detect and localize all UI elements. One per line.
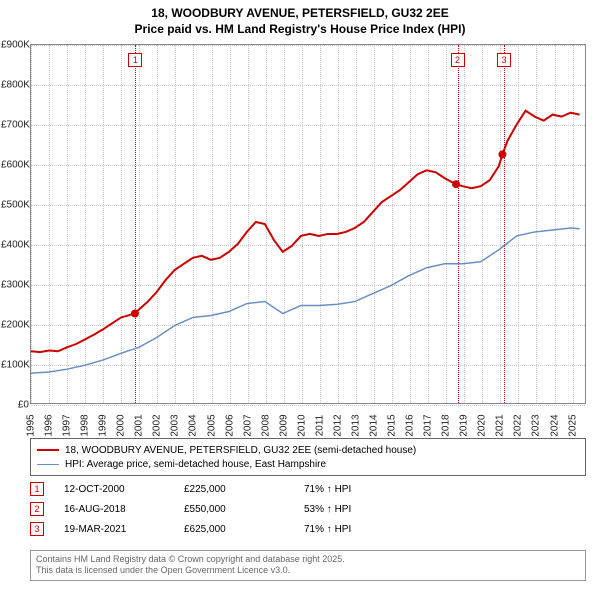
event-row: 2 16-AUG-2018£550,00053% ↑ HPI <box>30 500 586 518</box>
event-date: 12-OCT-2000 <box>64 484 184 495</box>
sale-point-marker <box>498 150 506 158</box>
event-price: £625,000 <box>184 524 304 535</box>
event-date: 16-AUG-2018 <box>64 504 184 515</box>
event-price: £225,000 <box>184 484 304 495</box>
event-hpi-delta: 71% ↑ HPI <box>304 484 586 495</box>
event-row-marker: 1 <box>30 482 44 496</box>
x-axis-tick-label: 2005 <box>206 414 217 438</box>
x-axis-tick-label: 2000 <box>116 414 127 438</box>
x-axis-tick-label: 2015 <box>387 414 398 438</box>
event-hpi-delta: 71% ↑ HPI <box>304 524 586 535</box>
x-axis-tick-label: 2017 <box>423 414 434 438</box>
legend-swatch <box>37 449 59 451</box>
x-axis-tick-label: 1997 <box>62 414 73 438</box>
y-axis-tick-label: £500K <box>1 200 29 211</box>
y-axis-tick-label: £400K <box>1 240 29 251</box>
x-axis-tick-label: 2006 <box>224 414 235 438</box>
x-axis-tick-label: 2016 <box>405 414 416 438</box>
y-axis-tick-label: £600K <box>1 160 29 171</box>
x-axis-tick-label: 1999 <box>98 414 109 438</box>
footer-line-2: This data is licensed under the Open Gov… <box>36 565 580 576</box>
x-axis-tick-label: 2020 <box>477 414 488 438</box>
series-line-property <box>31 111 580 352</box>
y-axis-tick-label: £700K <box>1 120 29 131</box>
x-axis-tick-label: 2023 <box>531 414 542 438</box>
x-axis-tick-label: 2025 <box>567 414 578 438</box>
x-axis-tick-label: 1998 <box>80 414 91 438</box>
event-hpi-delta: 53% ↑ HPI <box>304 504 586 515</box>
y-axis-tick-label: £200K <box>1 320 29 331</box>
event-marker-box: 3 <box>497 53 511 67</box>
event-marker-box: 2 <box>451 53 465 67</box>
event-row: 3 19-MAR-2021£625,00071% ↑ HPI <box>30 520 586 538</box>
x-axis-tick-label: 2004 <box>188 414 199 438</box>
legend-label: 18, WOODBURY AVENUE, PETERSFIELD, GU32 2… <box>65 445 416 456</box>
event-row-marker: 2 <box>30 502 44 516</box>
x-axis-tick-label: 1995 <box>26 414 37 438</box>
event-price: £550,000 <box>184 504 304 515</box>
legend-item: 18, WOODBURY AVENUE, PETERSFIELD, GU32 2… <box>37 443 579 457</box>
legend-item: HPI: Average price, semi-detached house,… <box>37 457 579 471</box>
sale-events-table: 112-OCT-2000£225,00071% ↑ HPI216-AUG-201… <box>30 480 586 540</box>
x-axis-tick-label: 1996 <box>44 414 55 438</box>
x-axis-tick-label: 2024 <box>549 414 560 438</box>
sale-point-marker <box>131 310 139 318</box>
line-chart-svg <box>31 45 585 403</box>
x-axis-tick-label: 2002 <box>152 414 163 438</box>
y-axis-tick-label: £800K <box>1 80 29 91</box>
gridline-horizontal <box>31 405 585 406</box>
event-row: 1 12-OCT-2000£225,00071% ↑ HPI <box>30 480 586 498</box>
event-row-marker: 3 <box>30 522 44 536</box>
y-axis-tick-label: £100K <box>1 360 29 371</box>
x-axis-tick-label: 2007 <box>242 414 253 438</box>
title-line-1: 18, WOODBURY AVENUE, PETERSFIELD, GU32 2… <box>0 6 600 22</box>
x-axis-tick-label: 2014 <box>368 414 379 438</box>
chart-legend: 18, WOODBURY AVENUE, PETERSFIELD, GU32 2… <box>30 438 586 476</box>
event-marker-box: 1 <box>128 53 142 67</box>
x-axis-tick-label: 2008 <box>260 414 271 438</box>
x-axis-tick-label: 2011 <box>314 414 325 438</box>
x-axis-tick-label: 2018 <box>441 414 452 438</box>
footer-line-1: Contains HM Land Registry data © Crown c… <box>36 554 580 565</box>
x-axis-tick-label: 2022 <box>513 414 524 438</box>
x-axis-tick-label: 2012 <box>332 414 343 438</box>
legend-swatch <box>37 464 59 465</box>
x-axis-tick-label: 2001 <box>134 414 145 438</box>
y-axis-tick-label: £900K <box>1 40 29 51</box>
chart-plot-area: £0£100K£200K£300K£400K£500K£600K£700K£80… <box>30 44 586 404</box>
x-axis-tick-label: 2009 <box>278 414 289 438</box>
copyright-footer: Contains HM Land Registry data © Crown c… <box>30 550 586 581</box>
x-axis-tick-label: 2019 <box>459 414 470 438</box>
x-axis-tick-label: 2021 <box>495 414 506 438</box>
x-axis-tick-label: 2003 <box>170 414 181 438</box>
chart-title: 18, WOODBURY AVENUE, PETERSFIELD, GU32 2… <box>0 0 600 37</box>
x-axis-tick-label: 2010 <box>296 414 307 438</box>
title-line-2: Price paid vs. HM Land Registry's House … <box>0 22 600 38</box>
sale-point-marker <box>452 180 460 188</box>
y-axis-tick-label: £300K <box>1 280 29 291</box>
series-line-hpi <box>31 228 580 373</box>
y-axis-tick-label: £0 <box>1 400 29 411</box>
legend-label: HPI: Average price, semi-detached house,… <box>65 459 326 470</box>
x-axis-tick-label: 2013 <box>350 414 361 438</box>
event-date: 19-MAR-2021 <box>64 524 184 535</box>
